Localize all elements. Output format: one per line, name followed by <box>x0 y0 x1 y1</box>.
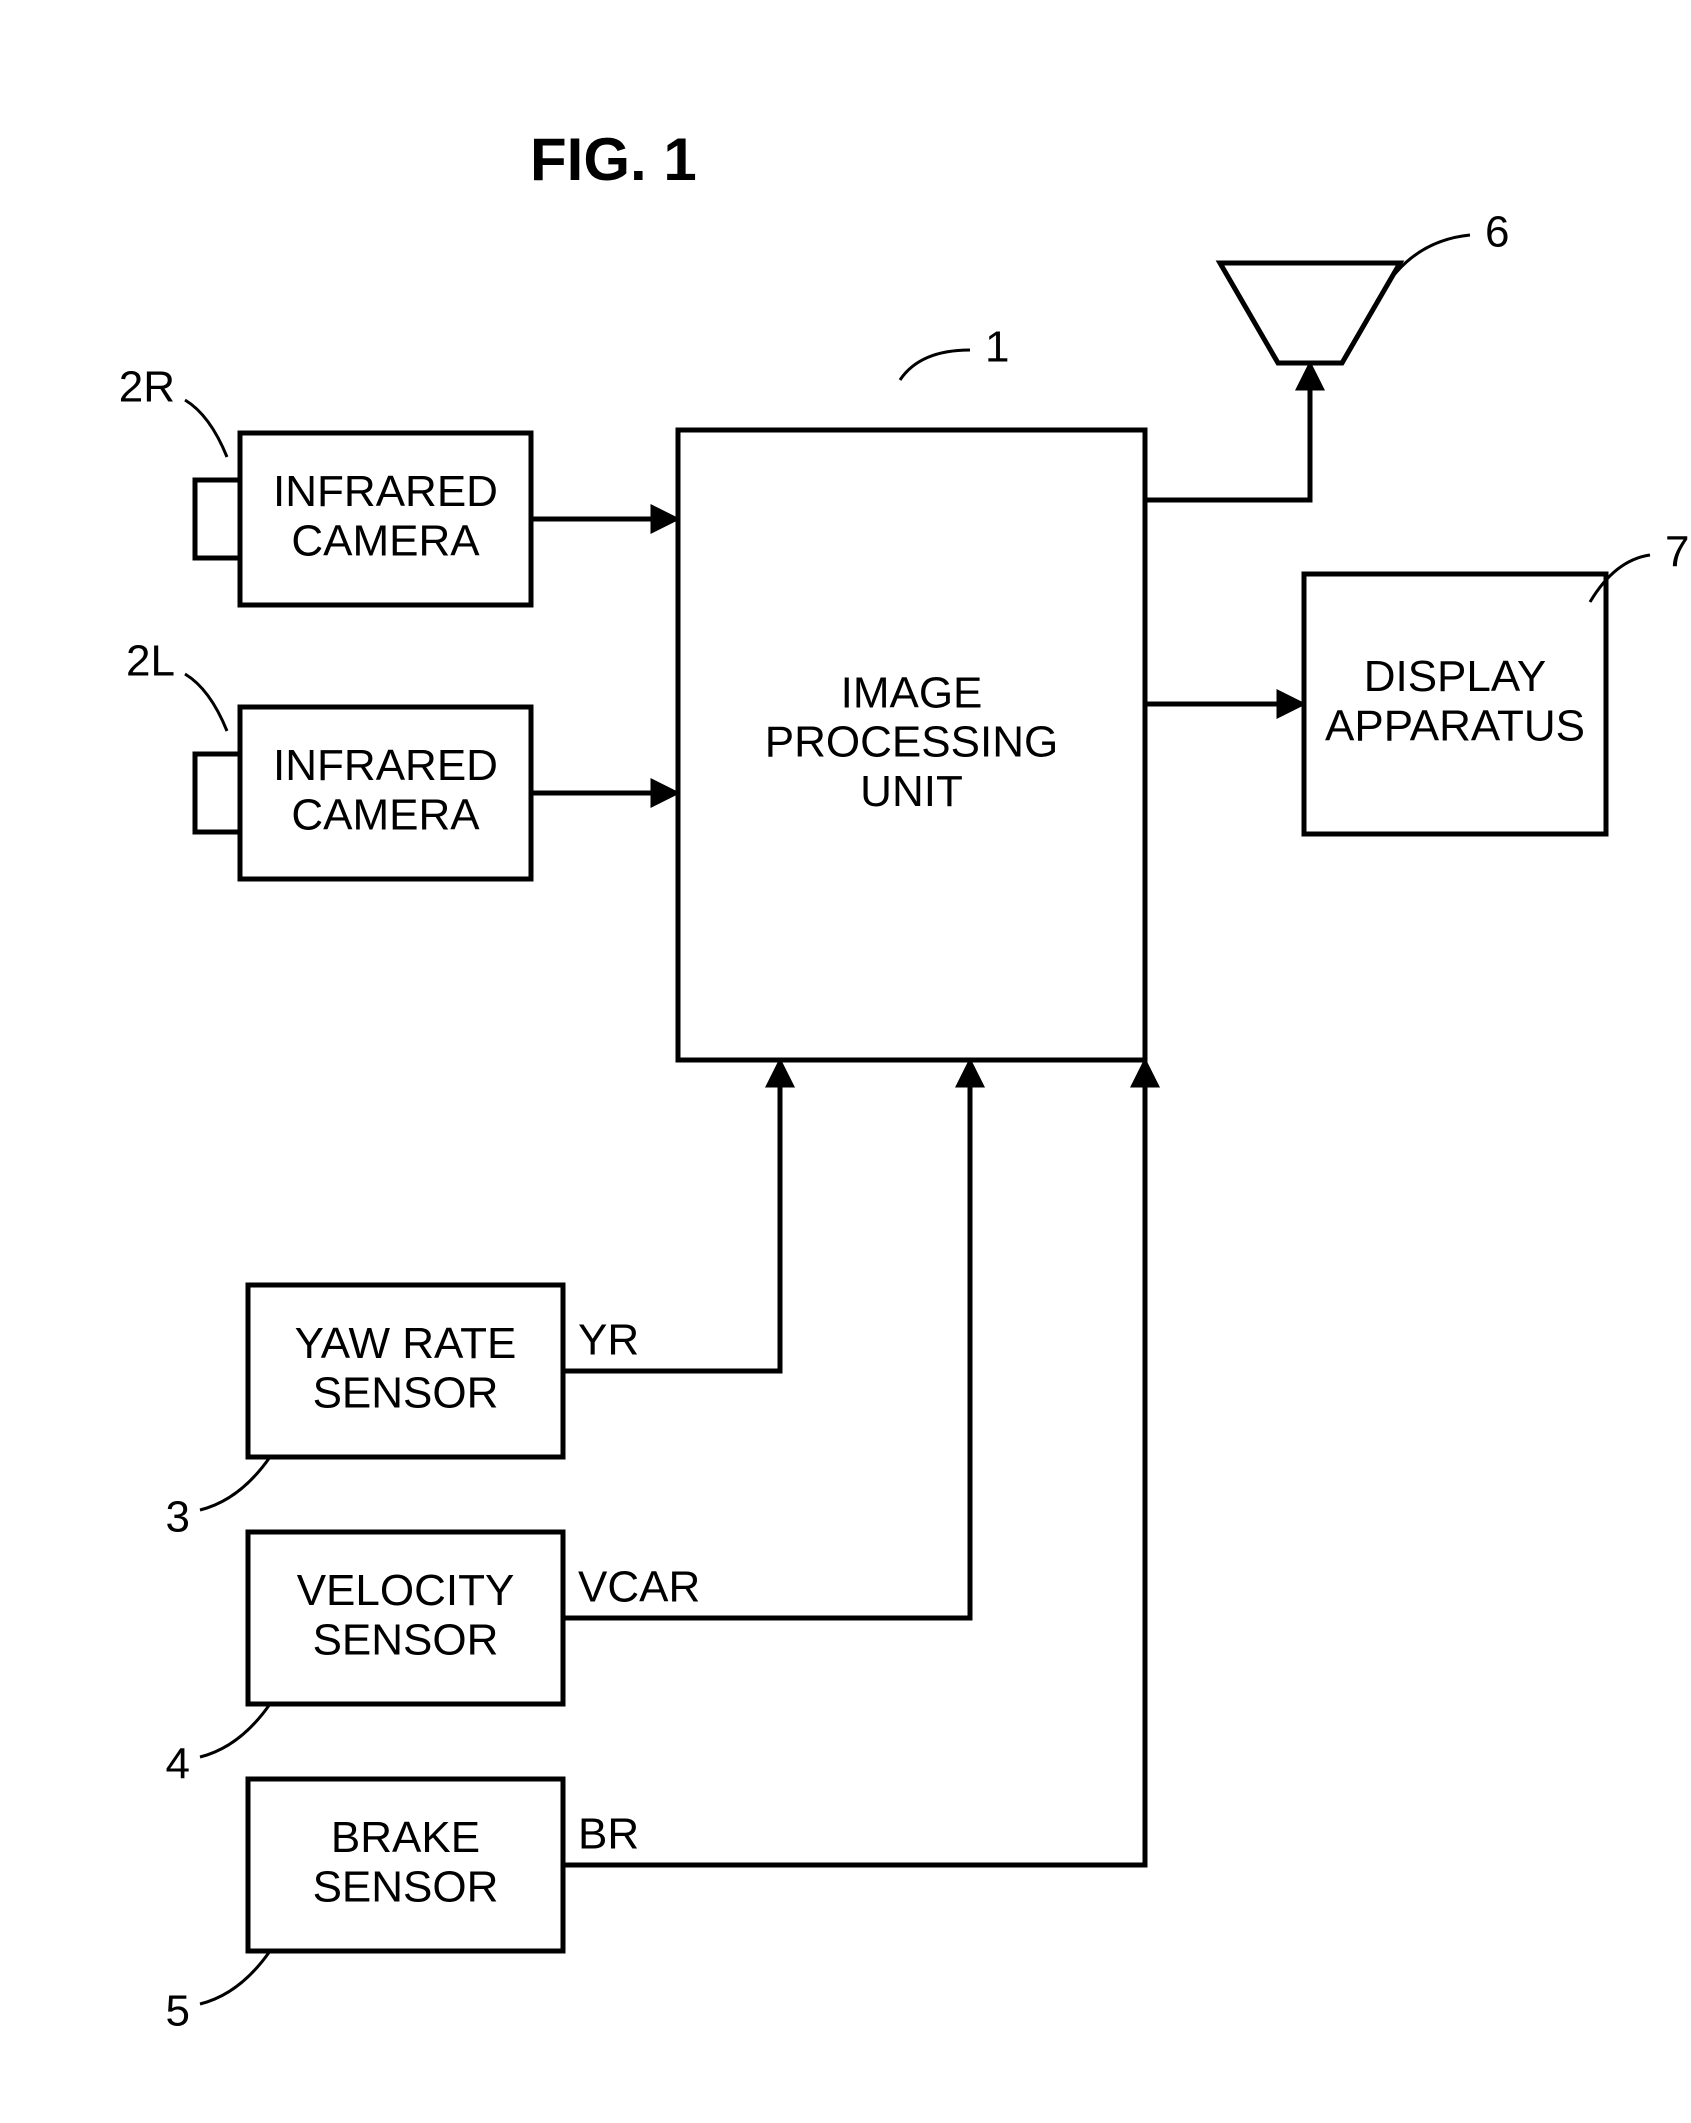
brake-label: SENSOR <box>313 1862 499 1911</box>
display-label: APPARATUS <box>1325 701 1585 750</box>
ref-5-lead <box>200 1951 270 2004</box>
ref-2r-lead <box>185 400 227 457</box>
edge-brake-ipu <box>563 1060 1145 1865</box>
velocity-label: SENSOR <box>313 1615 499 1664</box>
block-diagram: FIG. 1INFRAREDCAMERAINFRAREDCAMERAIMAGEP… <box>0 0 1691 2123</box>
camera_l-label: CAMERA <box>291 790 480 839</box>
ref-6-ref: 6 <box>1485 208 1509 257</box>
ref-5-ref: 5 <box>166 1987 190 2036</box>
ref-2l-lead <box>185 674 227 731</box>
camera_l-label: INFRARED <box>273 741 498 790</box>
ipu-label: IMAGE <box>841 668 983 717</box>
ref-4-lead <box>200 1704 270 1757</box>
display-label: DISPLAY <box>1364 652 1547 701</box>
brake-label: BRAKE <box>331 1813 480 1862</box>
ref-3-lead <box>200 1457 270 1510</box>
ipu-label: PROCESSING <box>765 718 1058 767</box>
speaker-icon <box>1220 263 1400 363</box>
edge-ipu-speaker <box>1145 363 1310 500</box>
ref-2r-ref: 2R <box>119 363 175 412</box>
ref-6-lead <box>1390 235 1470 280</box>
ref-7-ref: 7 <box>1665 528 1689 577</box>
yaw-label: SENSOR <box>313 1368 499 1417</box>
yaw-label: YAW RATE <box>295 1319 517 1368</box>
camera_r-lens <box>195 480 240 558</box>
camera_r-label: CAMERA <box>291 516 480 565</box>
velocity-label: VELOCITY <box>297 1566 515 1615</box>
ref-3-ref: 3 <box>166 1493 190 1542</box>
signal-br: BR <box>578 1810 639 1859</box>
ref-4-ref: 4 <box>166 1740 190 1789</box>
ref-2l-ref: 2L <box>126 637 175 686</box>
ref-1-ref: 1 <box>985 323 1009 372</box>
figure-title: FIG. 1 <box>530 126 697 193</box>
ref-7-lead <box>1590 555 1650 602</box>
camera_l-lens <box>195 754 240 832</box>
camera_r-label: INFRARED <box>273 467 498 516</box>
signal-vcar: VCAR <box>578 1563 700 1612</box>
ipu-label: UNIT <box>860 767 963 816</box>
signal-yr: YR <box>578 1316 639 1365</box>
ref-1-lead <box>900 350 970 380</box>
